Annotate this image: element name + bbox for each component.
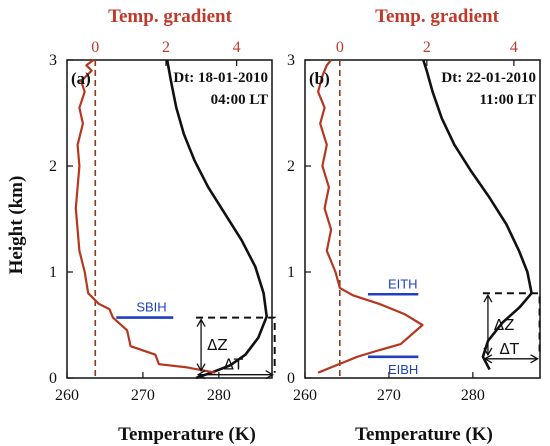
panel-tag: (b) (309, 69, 330, 88)
top-tick-label: 4 (233, 39, 241, 56)
delta-z-label: ΔZ (494, 316, 515, 334)
top-tick-label: 0 (336, 39, 344, 56)
delta-t-label: ΔT (500, 340, 520, 358)
top-axis-label-a: Temp. gradient (108, 6, 233, 27)
x-axis-label-b: Temperature (K) (355, 424, 493, 445)
delta-box (482, 292, 541, 357)
top-tick-label: 2 (162, 39, 170, 56)
x-axis-label-a: Temperature (K) (118, 424, 256, 445)
delta-t-arrow-head-right (265, 370, 274, 380)
y-tick-label: 1 (287, 264, 295, 281)
time-label: 11:00 LT (479, 92, 536, 108)
x-tick-label: 270 (377, 387, 401, 404)
plot-frame (66, 59, 273, 379)
y-tick-label: 2 (287, 158, 295, 175)
top-axis-label-b: Temp. gradient (375, 6, 500, 27)
temperature-profile-line (165, 59, 268, 380)
panel-tag: (a) (71, 69, 91, 88)
plot-frame (304, 59, 541, 379)
top-tick-label: 0 (91, 39, 99, 56)
top-tick-label: 2 (423, 39, 431, 56)
delta-t-arrow-head-right (530, 354, 539, 364)
x-tick-label: 280 (207, 387, 231, 404)
delta-z-arrow-head-bottom (196, 363, 206, 373)
delta-z-arrow-head-top (483, 293, 493, 303)
temperature-profile-line (422, 59, 533, 371)
x-tick-label: 280 (461, 387, 485, 404)
x-tick-label: 260 (55, 387, 79, 404)
delta-t-label: ΔT (224, 356, 244, 374)
delta-t-arrow-head-left (483, 354, 493, 364)
gradient-profile-line (74, 59, 216, 374)
gradient-profile-line (317, 59, 424, 374)
y-axis-label: Height (km) (6, 176, 27, 275)
layer-label: SBIH (136, 300, 166, 315)
y-tick-label: 2 (49, 158, 57, 175)
y-tick-label: 0 (287, 370, 295, 387)
y-tick-label: 3 (49, 52, 57, 69)
delta-z-arrow-head-bottom (483, 347, 493, 357)
y-tick-label: 3 (287, 52, 295, 69)
x-tick-label: 260 (293, 387, 317, 404)
delta-box (196, 316, 276, 373)
x-tick-label: 270 (131, 387, 155, 404)
layer-label: EIBH (388, 362, 418, 377)
y-tick-label: 0 (49, 370, 57, 387)
date-label: Dt: 18-01-2010 (173, 70, 268, 86)
delta-t-arrow-head-left (196, 370, 206, 380)
top-tick-label: 4 (510, 39, 518, 56)
delta-z-arrow-head-top (196, 318, 206, 327)
panel-a: 260 270 280 0 1 2 3 0 2 4 SBIH ΔZ ΔT (a) Dt: 18-01-201… (49, 39, 276, 404)
y-tick-label: 1 (49, 264, 57, 281)
date-label: Dt: 22-01-2010 (441, 70, 536, 86)
layer-label: EITH (388, 276, 418, 291)
panel-b: 260 270 280 0 1 2 3 0 2 4 EITH EIBH ΔZ ΔT (b) Dt: 22-01… (287, 39, 541, 404)
time-label: 04:00 LT (211, 92, 268, 108)
delta-z-label: ΔZ (207, 336, 228, 354)
